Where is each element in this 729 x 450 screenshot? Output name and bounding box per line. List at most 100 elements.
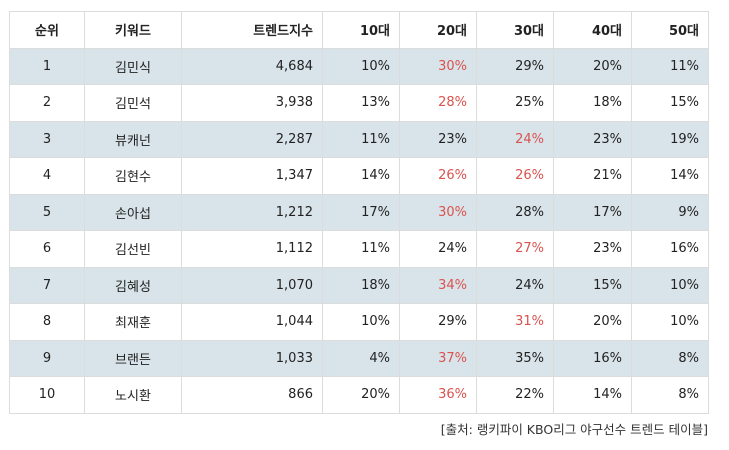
cell-trend-index: 1,112 — [181, 230, 323, 268]
header-keyword: 키워드 — [84, 11, 182, 49]
table-body: 1 김민식 4,684 10% 30% 29% 20% 11% 2 김민석 3,938 13% 28% 2… — [9, 47, 709, 414]
table-row: 9 브랜든 1,033 4% 37% 35% 16% 8% — [9, 339, 709, 377]
cell-rank: 3 — [9, 120, 85, 158]
cell-trend-index: 1,070 — [181, 266, 323, 304]
cell-age-50s: 8% — [631, 339, 709, 377]
cell-age-40s: 21% — [553, 157, 632, 195]
cell-trend-index: 3,938 — [181, 84, 323, 122]
cell-age-10s: 4% — [322, 339, 400, 377]
cell-trend-index: 2,287 — [181, 120, 323, 158]
header-age-40s: 40대 — [553, 11, 632, 49]
cell-keyword: 손아섭 — [84, 193, 182, 231]
cell-age-20s: 24% — [399, 230, 477, 268]
cell-age-40s: 15% — [553, 266, 632, 304]
cell-age-50s: 8% — [631, 376, 709, 414]
cell-rank: 2 — [9, 84, 85, 122]
cell-age-30s: 24% — [476, 120, 554, 158]
cell-age-50s: 19% — [631, 120, 709, 158]
cell-keyword: 김선빈 — [84, 230, 182, 268]
cell-age-20s: 30% — [399, 193, 477, 231]
cell-age-40s: 17% — [553, 193, 632, 231]
cell-age-20s: 23% — [399, 120, 477, 158]
cell-keyword: 김현수 — [84, 157, 182, 195]
cell-age-30s: 25% — [476, 84, 554, 122]
cell-age-30s: 24% — [476, 266, 554, 304]
cell-rank: 7 — [9, 266, 85, 304]
cell-rank: 10 — [9, 376, 85, 414]
cell-trend-index: 1,044 — [181, 303, 323, 341]
cell-rank: 6 — [9, 230, 85, 268]
cell-age-20s: 26% — [399, 157, 477, 195]
table-row: 2 김민석 3,938 13% 28% 25% 18% 15% — [9, 84, 709, 122]
cell-age-10s: 10% — [322, 47, 400, 85]
table-row: 3 뷰캐넌 2,287 11% 23% 24% 23% 19% — [9, 120, 709, 158]
cell-age-40s: 20% — [553, 47, 632, 85]
cell-age-20s: 28% — [399, 84, 477, 122]
table-header-row: 순위 키워드 트렌드지수 10대 20대 30대 40대 50대 — [9, 11, 709, 49]
header-age-20s: 20대 — [399, 11, 477, 49]
cell-age-20s: 36% — [399, 376, 477, 414]
trend-table: 순위 키워드 트렌드지수 10대 20대 30대 40대 50대 1 김민식 4,6… — [9, 11, 709, 414]
header-age-10s: 10대 — [322, 11, 400, 49]
cell-rank: 5 — [9, 193, 85, 231]
cell-age-30s: 28% — [476, 193, 554, 231]
cell-age-20s: 34% — [399, 266, 477, 304]
cell-age-10s: 11% — [322, 120, 400, 158]
cell-rank: 4 — [9, 157, 85, 195]
cell-keyword: 김민석 — [84, 84, 182, 122]
cell-age-40s: 23% — [553, 230, 632, 268]
cell-age-10s: 17% — [322, 193, 400, 231]
cell-keyword: 김혜성 — [84, 266, 182, 304]
source-caption: [출처: 랭키파이 KBO리그 야구선수 트렌드 테이블] — [440, 422, 708, 437]
cell-age-50s: 11% — [631, 47, 709, 85]
cell-age-40s: 18% — [553, 84, 632, 122]
cell-age-40s: 14% — [553, 376, 632, 414]
table-row: 4 김현수 1,347 14% 26% 26% 21% 14% — [9, 157, 709, 195]
cell-age-10s: 20% — [322, 376, 400, 414]
cell-age-30s: 22% — [476, 376, 554, 414]
cell-trend-index: 1,347 — [181, 157, 323, 195]
table-row: 7 김혜성 1,070 18% 34% 24% 15% 10% — [9, 266, 709, 304]
cell-age-50s: 10% — [631, 266, 709, 304]
cell-rank: 1 — [9, 47, 85, 85]
cell-age-10s: 18% — [322, 266, 400, 304]
cell-rank: 8 — [9, 303, 85, 341]
header-trend-index: 트렌드지수 — [181, 11, 323, 49]
cell-age-30s: 31% — [476, 303, 554, 341]
cell-age-50s: 10% — [631, 303, 709, 341]
cell-age-50s: 16% — [631, 230, 709, 268]
header-rank: 순위 — [9, 11, 85, 49]
cell-age-10s: 13% — [322, 84, 400, 122]
cell-trend-index: 1,212 — [181, 193, 323, 231]
cell-keyword: 최재훈 — [84, 303, 182, 341]
table-row: 10 노시환 866 20% 36% 22% 14% 8% — [9, 376, 709, 414]
cell-age-10s: 11% — [322, 230, 400, 268]
cell-trend-index: 1,033 — [181, 339, 323, 377]
table-row: 5 손아섭 1,212 17% 30% 28% 17% 9% — [9, 193, 709, 231]
cell-age-40s: 16% — [553, 339, 632, 377]
cell-age-30s: 29% — [476, 47, 554, 85]
cell-age-30s: 35% — [476, 339, 554, 377]
cell-age-20s: 37% — [399, 339, 477, 377]
cell-age-20s: 30% — [399, 47, 477, 85]
cell-trend-index: 866 — [181, 376, 323, 414]
cell-age-20s: 29% — [399, 303, 477, 341]
table-row: 6 김선빈 1,112 11% 24% 27% 23% 16% — [9, 230, 709, 268]
cell-age-40s: 20% — [553, 303, 632, 341]
header-age-50s: 50대 — [631, 11, 709, 49]
cell-age-10s: 14% — [322, 157, 400, 195]
cell-age-40s: 23% — [553, 120, 632, 158]
cell-keyword: 뷰캐넌 — [84, 120, 182, 158]
cell-age-30s: 26% — [476, 157, 554, 195]
cell-age-30s: 27% — [476, 230, 554, 268]
cell-trend-index: 4,684 — [181, 47, 323, 85]
table-row: 1 김민식 4,684 10% 30% 29% 20% 11% — [9, 47, 709, 85]
cell-rank: 9 — [9, 339, 85, 377]
cell-age-10s: 10% — [322, 303, 400, 341]
table-row: 8 최재훈 1,044 10% 29% 31% 20% 10% — [9, 303, 709, 341]
cell-age-50s: 15% — [631, 84, 709, 122]
cell-keyword: 브랜든 — [84, 339, 182, 377]
cell-keyword: 노시환 — [84, 376, 182, 414]
cell-keyword: 김민식 — [84, 47, 182, 85]
cell-age-50s: 14% — [631, 157, 709, 195]
